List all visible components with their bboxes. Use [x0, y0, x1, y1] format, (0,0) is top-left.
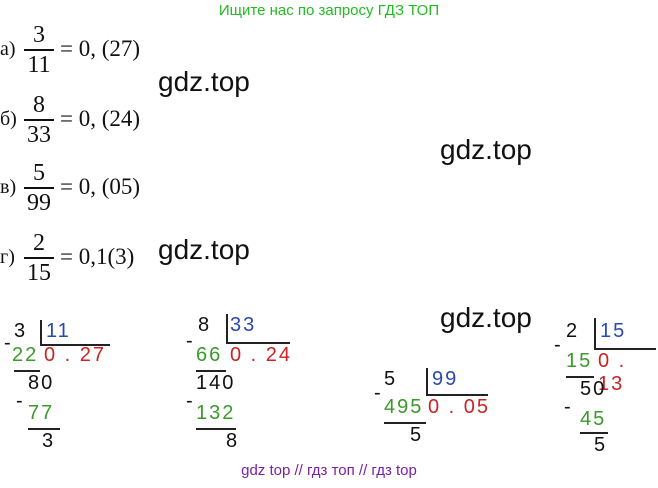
equation-label: г): [0, 246, 15, 268]
equation-result: = 0, (27): [60, 36, 141, 61]
subtrahend: 45: [580, 408, 607, 430]
numerator: 2: [33, 230, 45, 256]
dividend: 3: [14, 320, 28, 342]
divisor: 11: [46, 320, 71, 342]
subtrahend: 132: [196, 402, 236, 424]
long-division-b: 8 33 - 66 0 . 24 140 - 132 8: [186, 312, 306, 458]
division-rule: [28, 428, 60, 430]
dividend: 2: [566, 320, 580, 342]
equation-a: а) 3 11 = 0, (27): [0, 22, 170, 78]
equation-b: б) 8 33 = 0, (24): [0, 92, 170, 148]
division-rule: [384, 422, 426, 424]
remainder: 8: [226, 430, 240, 452]
remainder: 3: [42, 430, 56, 452]
divisor: 99: [432, 368, 459, 390]
watermark: gdz.top: [158, 234, 250, 265]
division-bracket: [226, 342, 290, 344]
watermark: gdz.top: [440, 134, 532, 165]
remainder: 140: [196, 372, 236, 394]
denominator: 33: [27, 122, 51, 148]
long-division-v: 5 99 - 495 0 . 05 5: [370, 366, 500, 456]
long-division-a: 3 11 - 22 0 . 27 80 - 77 3: [0, 318, 140, 464]
division-rule: [580, 432, 608, 434]
fraction: 3 11: [22, 22, 56, 78]
quotient: 0 . 27: [44, 344, 107, 366]
equation-label: в): [0, 176, 17, 198]
equation-g: г) 2 15 = 0,1(3): [0, 230, 170, 286]
bottom-banner: gdz top // гдз топ // гдз top: [241, 462, 417, 479]
subtrahend: 15: [566, 350, 593, 372]
minus-sign: -: [374, 382, 383, 404]
division-bracket: [426, 368, 428, 394]
dividend: 8: [198, 314, 212, 336]
numerator: 8: [33, 92, 45, 118]
remainder: 5: [594, 434, 608, 456]
division-bracket: [226, 314, 228, 342]
division-bracket: [594, 318, 596, 348]
remainder: 80: [28, 372, 55, 394]
subtrahend: 66: [196, 344, 223, 366]
fraction-bar: [24, 257, 54, 259]
minus-sign: -: [554, 334, 563, 356]
subtrahend: 495: [384, 396, 424, 418]
minus-sign: -: [564, 396, 573, 418]
equation-result: = 0,1(3): [60, 244, 135, 269]
numerator: 3: [33, 22, 45, 48]
remainder: 50: [580, 378, 607, 400]
watermark: gdz.top: [158, 66, 250, 97]
quotient: 0 . 05: [428, 396, 491, 418]
denominator: 11: [27, 52, 51, 78]
fraction: 5 99: [22, 160, 56, 216]
equation-label: б): [0, 108, 17, 130]
division-rule: [196, 428, 236, 430]
minus-sign: -: [186, 390, 195, 412]
division-bracket: [426, 394, 488, 396]
minus-sign: -: [16, 390, 25, 412]
subtrahend: 77: [28, 402, 55, 424]
denominator: 15: [27, 260, 51, 286]
subtrahend: 22: [12, 344, 39, 366]
division-bracket: [40, 344, 110, 346]
watermark: gdz.top: [440, 302, 532, 333]
divisor: 15: [600, 320, 627, 342]
top-banner: Ищите нас по запросу ГДЗ ТОП: [218, 2, 440, 19]
fraction-bar: [24, 187, 54, 189]
dividend: 5: [384, 368, 398, 390]
numerator: 5: [33, 160, 45, 186]
division-bracket: [40, 320, 42, 344]
division-rule: [14, 370, 40, 372]
equation-v: в) 5 99 = 0, (05): [0, 160, 170, 216]
minus-sign: -: [186, 330, 195, 352]
quotient: 0 . 24: [230, 344, 293, 366]
minus-sign: -: [4, 332, 13, 354]
fraction: 2 15: [22, 230, 56, 286]
quotient: 0 . 13: [598, 350, 627, 395]
fraction-bar: [24, 49, 54, 51]
fraction-bar: [24, 119, 54, 121]
equation-result: = 0, (24): [60, 106, 141, 131]
division-bracket: [594, 348, 656, 350]
divisor: 33: [230, 314, 257, 336]
denominator: 99: [27, 190, 51, 216]
division-rule: [196, 370, 226, 372]
equation-label: а): [0, 38, 16, 60]
remainder: 5: [410, 424, 424, 446]
division-rule: [566, 376, 594, 378]
fraction: 8 33: [22, 92, 56, 148]
long-division-g: 2 15 - 15 0 . 13 50 - 45 5: [554, 318, 658, 464]
equation-result: = 0, (05): [60, 174, 141, 199]
